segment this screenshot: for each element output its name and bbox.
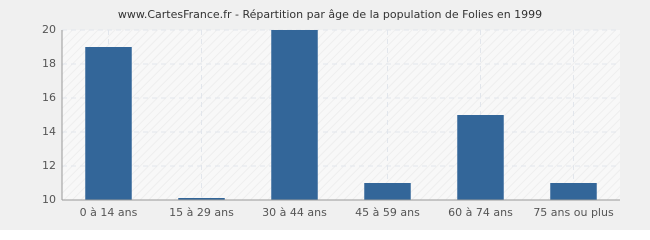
plot-area bbox=[62, 30, 620, 200]
x-tick-label: 30 à 44 ans bbox=[262, 206, 327, 219]
bar bbox=[271, 30, 318, 200]
x-tick-label: 45 à 59 ans bbox=[355, 206, 420, 219]
y-tick-label: 18 bbox=[42, 57, 56, 70]
x-tick-label: 60 à 74 ans bbox=[448, 206, 513, 219]
bar bbox=[550, 183, 597, 200]
y-tick-label: 10 bbox=[42, 193, 56, 206]
bar bbox=[457, 115, 504, 200]
x-tick-label: 75 ans ou plus bbox=[533, 206, 614, 219]
y-tick-label: 20 bbox=[42, 23, 56, 36]
y-tick-label: 12 bbox=[42, 159, 56, 172]
bar bbox=[178, 198, 225, 200]
bar bbox=[85, 47, 132, 200]
x-tick-label: 15 à 29 ans bbox=[169, 206, 234, 219]
x-tick-label: 0 à 14 ans bbox=[80, 206, 138, 219]
y-tick-label: 14 bbox=[42, 125, 56, 138]
chart-title: www.CartesFrance.fr - Répartition par âg… bbox=[118, 8, 542, 21]
page: www.CartesFrance.fr - Répartition par âg… bbox=[0, 0, 650, 230]
y-tick-label: 16 bbox=[42, 91, 56, 104]
chart: www.CartesFrance.fr - Répartition par âg… bbox=[0, 0, 650, 230]
bar bbox=[364, 183, 411, 200]
